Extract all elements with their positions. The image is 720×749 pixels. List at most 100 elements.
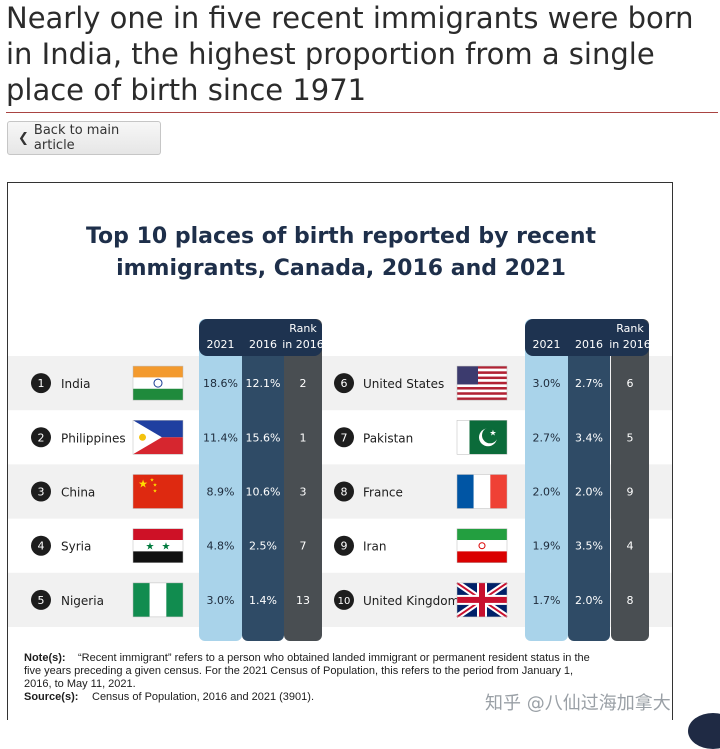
source-text: Census of Population, 2016 and 2021 (390…: [92, 691, 314, 703]
value-2021: 1.9%: [533, 540, 561, 553]
place-name: United States: [363, 377, 444, 391]
rank-badge: [31, 481, 51, 502]
place-name: Syria: [61, 540, 91, 554]
india-flag: [132, 365, 184, 401]
value-2016: 2.7%: [575, 377, 603, 390]
philippines-flag: [132, 420, 184, 455]
svg-text:★: ★: [489, 428, 496, 437]
header-rank: Rank: [289, 322, 317, 335]
svg-text:★: ★: [153, 483, 158, 489]
value-2021: 3.0%: [533, 377, 561, 390]
col-2021-band: [525, 319, 568, 641]
place-name: Iran: [363, 540, 386, 554]
column-header-band: [199, 319, 322, 356]
chevron-left-icon: ❮: [18, 130, 29, 146]
rank-badge: [334, 481, 354, 502]
place-name: China: [61, 486, 95, 500]
uk-flag: [455, 580, 509, 620]
rank-2016: 2: [300, 377, 307, 390]
header-in-2016: in 2016: [609, 338, 651, 351]
notes-line-2: five years preceding a given census. For…: [24, 665, 573, 677]
rank-2016: 6: [627, 377, 634, 390]
value-2021: 2.0%: [533, 486, 561, 499]
watermark: 知乎 @八仙过海加拿大: [485, 693, 671, 714]
infographic-frame: Top 10 places of birth reported by recen…: [7, 182, 673, 720]
rank-badge: [31, 589, 51, 610]
rank-number: 4: [38, 540, 45, 553]
title-divider: [6, 112, 718, 113]
place-name: United Kingdom: [363, 594, 459, 608]
rank-number: 7: [341, 431, 348, 444]
rank-badge: [334, 589, 354, 610]
notes-line-3: 2016, to May 11, 2021.: [24, 678, 136, 690]
rank-2016: 8: [627, 594, 634, 607]
value-2021: 3.0%: [207, 594, 235, 607]
pakistan-flag: ★: [456, 420, 508, 455]
header-2021: 2021: [207, 338, 235, 351]
rank-number: 6: [341, 377, 348, 390]
place-name: Nigeria: [61, 594, 104, 608]
page-title: Nearly one in five recent immigrants wer…: [6, 1, 694, 107]
chart-title-line2: immigrants, Canada, 2016 and 2021: [116, 256, 566, 281]
chart-title-line1: Top 10 places of birth reported by recen…: [86, 224, 597, 249]
col-rank-band: [284, 319, 322, 641]
iran-flag: [456, 528, 508, 563]
value-2016: 10.6%: [246, 486, 281, 499]
value-2021: 18.6%: [203, 377, 238, 390]
rank-2016: 5: [627, 431, 634, 444]
rank-2016: 13: [296, 594, 310, 607]
value-2021: 8.9%: [207, 486, 235, 499]
col-2016-band: [242, 319, 284, 641]
notes-line-1: “Recent immigrant” refers to a person wh…: [78, 652, 590, 664]
header-2021: 2021: [533, 338, 561, 351]
rank-badge: [31, 535, 51, 556]
header-2016: 2016: [249, 338, 277, 351]
svg-text:★: ★: [153, 489, 158, 495]
source-label: Source(s):: [24, 691, 78, 703]
syria-flag: ★ ★: [132, 528, 184, 563]
value-2016: 1.4%: [249, 594, 277, 607]
value-2021: 2.7%: [533, 431, 561, 444]
back-to-main-article-button[interactable]: ❮ Back to main article: [7, 121, 161, 155]
svg-text:★: ★: [162, 542, 171, 553]
nigeria-flag: [132, 582, 184, 618]
svg-text:★: ★: [150, 478, 155, 484]
rank-number: 2: [38, 431, 45, 444]
rank-number: 3: [38, 486, 45, 499]
svg-text:★: ★: [146, 542, 155, 553]
place-name: India: [61, 377, 90, 391]
value-2016: 2.0%: [575, 486, 603, 499]
france-flag: [456, 474, 508, 509]
rank-2016: 4: [627, 540, 634, 553]
back-button-label: Back to main article: [33, 123, 120, 153]
usa-flag: [456, 365, 508, 401]
rank-number: 5: [38, 594, 45, 607]
rank-badge: [334, 535, 354, 556]
col-2016-band: [568, 319, 610, 641]
column-header-band: [525, 319, 649, 356]
rank-number: 1: [38, 377, 45, 390]
value-2016: 15.6%: [246, 431, 281, 444]
rank-number: 9: [341, 540, 348, 553]
corner-avatar: [688, 713, 720, 749]
value-2016: 2.5%: [249, 540, 277, 553]
header-in-2016: in 2016: [282, 338, 324, 351]
rank-2016: 3: [300, 486, 307, 499]
place-name: France: [363, 486, 403, 500]
col-rank-band: [611, 319, 649, 641]
rank-badge: [334, 427, 354, 448]
place-name: Philippines: [61, 431, 126, 445]
rank-badge: [334, 373, 354, 394]
rank-badge: [31, 427, 51, 448]
rank-2016: 9: [627, 486, 634, 499]
rank-2016: 1: [300, 431, 307, 444]
notes-label: Note(s):: [24, 652, 66, 664]
col-2021-band: [199, 319, 242, 641]
value-2021: 4.8%: [207, 540, 235, 553]
value-2021: 1.7%: [533, 594, 561, 607]
places-of-birth-table: Top 10 places of birth reported by recen…: [8, 224, 672, 703]
value-2016: 3.5%: [575, 540, 603, 553]
value-2021: 11.4%: [203, 431, 238, 444]
rank-number: 8: [341, 486, 348, 499]
value-2016: 12.1%: [246, 377, 281, 390]
